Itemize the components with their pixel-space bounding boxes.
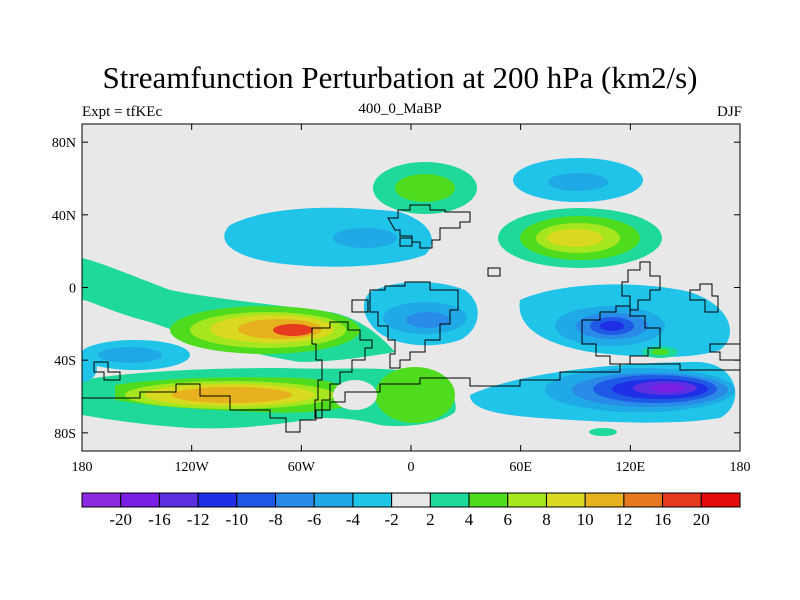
colorbar-swatch [507,492,547,508]
colorbar-label: -6 [307,510,321,529]
colorbar: -20 -16 -12 -10 -8 -6 -4 -2 2 4 6 8 10 12 16 20 [81,492,741,529]
colorbar-swatch [468,492,509,508]
colorbar-swatch [700,492,741,508]
contour-negative-southern-indian [470,362,736,436]
colorbar-swatch [275,492,315,508]
y-tick-80s-label: 80S [54,427,76,442]
experiment-label: Expt = tfKEc [82,104,163,120]
colorbar-label: -4 [346,510,361,529]
colorbar-label: -10 [225,510,248,529]
colorbar-swatch [545,492,586,508]
x-tick-0-label: 0 [408,460,415,475]
colorbar-swatch [313,492,354,508]
x-tick-60w-label: 60W [288,460,316,475]
colorbar-swatch [391,492,431,508]
colorbar-label: 20 [693,510,710,529]
contour-positive-asia [498,208,662,268]
colorbar-swatch [81,492,122,508]
colorbar-swatch [623,492,664,508]
y-tick-0-label: 0 [69,282,76,297]
colorbar-swatch [429,492,470,508]
x-tick-120w-label: 120W [175,460,210,475]
y-axis-ticks: 80N 40N 0 40S 80S [52,136,740,442]
colorbar-label: 16 [654,510,671,529]
colorbar-swatch [120,492,160,508]
x-tick-120e-label: 120E [616,460,646,475]
colorbar-label: 10 [577,510,594,529]
colorbar-label: -2 [385,510,399,529]
case-label: 400_0_MaBP [358,101,442,117]
y-tick-40n-label: 40N [52,209,76,224]
colorbar-label: -8 [268,510,282,529]
colorbar-label: 8 [542,510,551,529]
colorbar-label: 4 [465,510,474,529]
contour-negative-ne-pacific [224,207,432,267]
colorbar-label: 2 [426,510,435,529]
colorbar-swatch [584,492,625,508]
colorbar-swatch [158,492,199,508]
x-axis-ticks: 180 120W 60W 0 60E 120E 180 [72,124,751,475]
colorbar-swatch [662,492,702,508]
continent-outlines [82,204,740,433]
contour-negative-siberia [513,158,643,202]
colorbar-label: -16 [148,510,171,529]
x-tick-180-label: 180 [72,460,93,475]
colorbar-label: 6 [504,510,513,529]
colorbar-label: -12 [187,510,210,529]
x-tick-180-label: 180 [730,460,751,475]
contour-negative-africa [363,282,478,346]
contour-positive-southern [82,367,456,429]
colorbar-label: -20 [109,510,132,529]
colorbar-swatch [197,492,238,508]
colorbar-swatch [236,492,277,508]
y-tick-40s-label: 40S [54,354,76,369]
contour-negative-sw-pacific [82,340,190,382]
x-tick-60e-label: 60E [509,460,532,475]
colorbar-label: 12 [615,510,632,529]
contour-positive-europe [373,162,477,214]
colorbar-swatch [352,492,393,508]
plot-title: Streamfunction Perturbation at 200 hPa (… [102,60,698,95]
contour-fill-layer [82,158,736,436]
season-label: DJF [716,104,742,120]
y-tick-80n-label: 80N [52,136,76,151]
